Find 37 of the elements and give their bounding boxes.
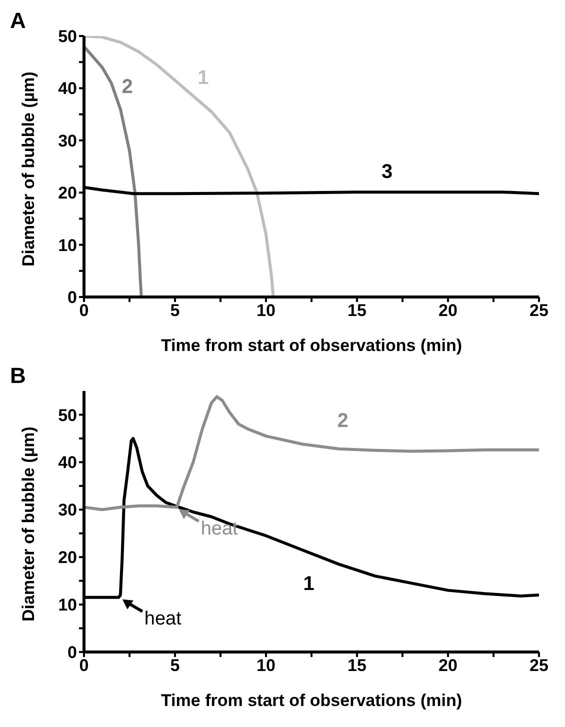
y-tick-label: 10 [58,236,77,255]
x-tick-label: 20 [438,656,458,676]
series-label: 1 [198,67,209,90]
y-tick-label: 0 [68,643,77,662]
x-tick-label: 20 [438,301,458,320]
annotation: heat [144,608,182,630]
y-tick-label: 50 [58,27,77,46]
y-tick-label: 10 [58,596,77,615]
x-axis-title: Time from start of observations (min) [160,691,462,710]
line-series [84,44,143,297]
y-tick-label: 30 [58,500,77,520]
x-tick-label: 5 [170,656,180,676]
y-tick-label: 30 [58,131,77,150]
series-label: 1 [303,573,314,596]
x-tick-label: 25 [530,301,548,320]
y-tick-label: 20 [58,548,77,568]
y-axis-title: Diameter of bubble (µm) [19,426,38,622]
x-tick-label: 15 [348,301,366,320]
series-label: 2 [337,410,348,432]
x-axis-title: Time from start of observations (min) [160,336,462,355]
y-axis-title: Diameter of bubble (µm) [19,72,38,266]
y-tick-label: 40 [58,453,77,472]
x-tick-label: 15 [348,656,366,676]
annotation: heat [200,518,239,540]
y-tick-label: 40 [58,79,77,98]
y-tick-label: 0 [68,288,77,308]
chart-title: A [10,8,26,34]
x-tick-label: 5 [170,301,180,320]
x-tick-label: 25 [530,656,548,676]
chart-title: B [10,363,26,389]
x-tick-label: 10 [256,656,276,676]
y-tick-label: 20 [58,184,77,203]
x-tick-label: 10 [256,301,276,320]
line-series [84,395,539,512]
y-tick-label: 50 [58,406,77,425]
series-label: 2 [122,76,133,98]
series-label: 3 [381,161,393,184]
